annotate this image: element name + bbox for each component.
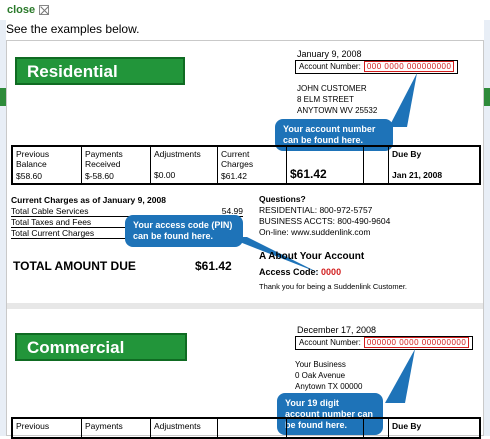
commercial-date: December 17, 2008 — [297, 325, 377, 335]
page-edge-accent-left — [0, 88, 6, 106]
customer-line: 8 ELM STREET — [297, 95, 354, 104]
section-divider — [7, 303, 483, 309]
account-label: Account Number: — [299, 62, 361, 71]
table-cell: $61.42 — [286, 145, 364, 185]
pin-callout-pointer — [227, 237, 319, 273]
table-cell: Due By — [388, 417, 481, 439]
top-bar: close — [0, 0, 490, 20]
customer-line: ANYTOWN WV 25532 — [297, 106, 378, 115]
table-cell: Payments Received $-58.60 — [81, 145, 151, 185]
customer-line: Your Business — [295, 360, 346, 369]
page-edge-right — [484, 20, 490, 436]
customer-address: JOHN CUSTOMER 8 ELM STREET ANYTOWN WV 25… — [297, 83, 377, 116]
table-cell — [217, 417, 287, 439]
table-cell: Adjustments $0.00 — [150, 145, 218, 185]
questions-block: Questions? RESIDENTIAL: 800-972-5757 BUS… — [259, 194, 391, 237]
residential-date: January 9, 2008 — [297, 49, 362, 59]
account-number: 000 0000 000000000 — [363, 61, 455, 72]
total-label: TOTAL AMOUNT DUE — [13, 259, 136, 273]
thanks-text: Thank you for being a Suddenlink Custome… — [259, 282, 408, 291]
page-edge-left — [0, 20, 6, 436]
charges-title: Current Charges as of January 9, 2008 — [11, 195, 166, 205]
commercial-title: Commercial Statement — [15, 333, 187, 377]
customer-line: 0 Oak Avenue — [295, 371, 346, 380]
residential-title: Residential Statement — [15, 57, 185, 101]
table-cell: Current Charges $61.42 — [217, 145, 287, 185]
commercial-account-box: Account Number: 000000 0000 000000000 — [295, 336, 474, 350]
table-cell — [363, 145, 389, 185]
total-value: $61.42 — [195, 259, 232, 273]
intro-text: See the examples below. — [6, 22, 140, 36]
customer-line: JOHN CUSTOMER — [297, 84, 367, 93]
about-account: A About Your Account — [259, 251, 365, 262]
close-icon[interactable] — [39, 5, 49, 15]
access-code-line: Access Code: 0000 — [259, 267, 342, 277]
callout-pointer — [385, 349, 415, 403]
table-cell: Previous — [11, 417, 82, 439]
statement-examples-image: Residential Statement January 9, 2008 Ac… — [6, 40, 484, 439]
table-cell: Payments — [81, 417, 151, 439]
page-edge-accent-right — [484, 88, 490, 106]
account-label: Account Number: — [299, 338, 361, 347]
pin-callout: Your access code (PIN) can be found here… — [125, 215, 243, 247]
customer-line: Anytown TX 00000 — [295, 382, 363, 391]
close-link[interactable]: close — [7, 4, 36, 16]
table-cell — [363, 417, 389, 439]
callout-pointer — [389, 73, 417, 127]
table-cell: Previous Balance $58.60 — [11, 145, 82, 185]
table-cell: Due By Jan 21, 2008 — [388, 145, 481, 185]
account-number: 000000 0000 000000000 — [363, 337, 470, 348]
residential-account-box: Account Number: 000 0000 000000000 — [295, 60, 459, 74]
residential-summary-table: Previous Balance $58.60 Payments Received… — [11, 145, 481, 185]
business-address: Your Business 0 Oak Avenue Anytown TX 00… — [295, 359, 362, 392]
table-cell — [286, 417, 364, 439]
table-cell: Adjustments — [150, 417, 218, 439]
